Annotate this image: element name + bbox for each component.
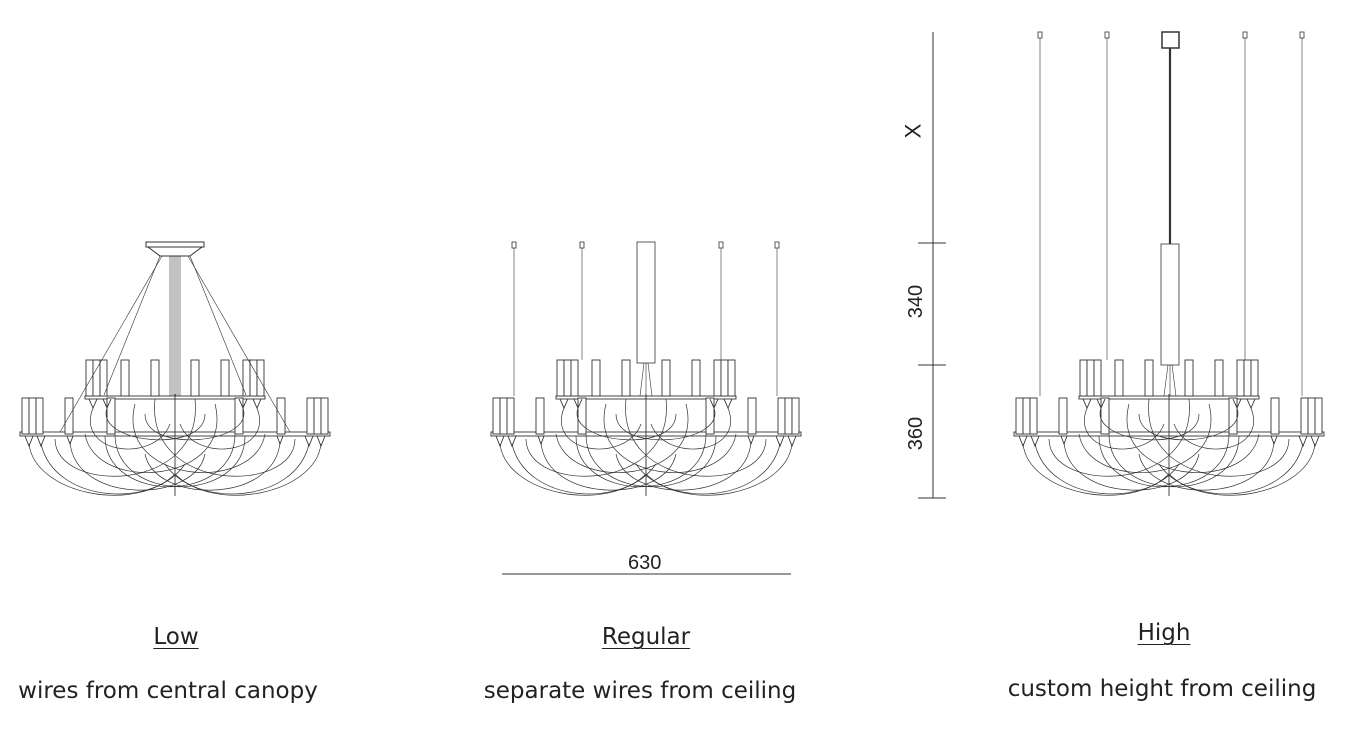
width-dimension-label: 630 — [628, 552, 662, 574]
high-variant-drawing — [918, 31, 1325, 499]
high-title: High — [1137, 620, 1191, 646]
low-variant-drawing — [19, 241, 331, 497]
rod-height-label: 340 — [905, 284, 928, 319]
regular-description: separate wires from ceiling — [483, 678, 797, 704]
height-dimension-chain — [918, 32, 946, 499]
body-height-label: 360 — [905, 416, 928, 451]
low-title: Low — [153, 624, 199, 650]
regular-title: Regular — [601, 624, 691, 650]
custom-height-label: X — [900, 123, 926, 139]
low-description: wires from central canopy — [18, 678, 318, 704]
high-description: custom height from ceiling — [1007, 676, 1317, 702]
regular-variant-drawing — [490, 241, 802, 575]
